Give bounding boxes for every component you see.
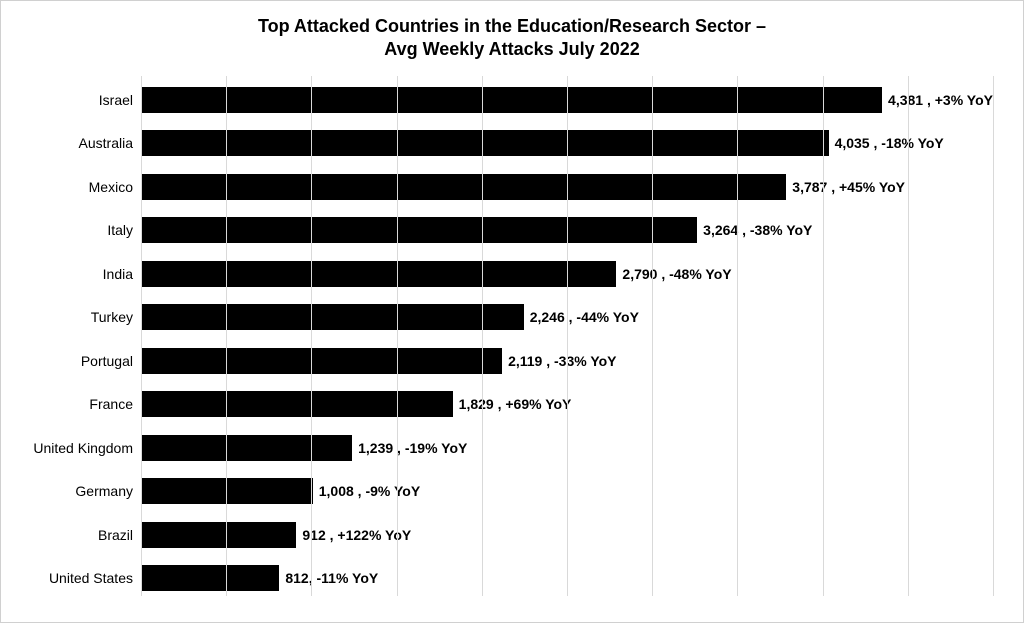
- bar-label: United States: [17, 570, 133, 586]
- bar: [141, 261, 616, 287]
- bar: [141, 522, 296, 548]
- bar-value: 2,119 , -33% YoY: [508, 353, 616, 369]
- bar: [141, 304, 524, 330]
- grid-line: [737, 76, 738, 596]
- bar: [141, 435, 352, 461]
- bar-value: 1,239 , -19% YoY: [358, 440, 467, 456]
- bar-value: 2,790 , -48% YoY: [622, 266, 731, 282]
- bar: [141, 565, 279, 591]
- grid-line: [567, 76, 568, 596]
- bar-value: 3,787 , +45% YoY: [792, 179, 905, 195]
- bar: [141, 130, 829, 156]
- chart-container: Top Attacked Countries in the Education/…: [0, 0, 1024, 623]
- bar-value: 812, -11% YoY: [285, 570, 378, 586]
- bar: [141, 174, 786, 200]
- grid-line: [652, 76, 653, 596]
- bar-label: Mexico: [17, 179, 133, 195]
- bar-label: Israel: [17, 92, 133, 108]
- plot-area: Israel4,381 , +3% YoYAustralia4,035 , -1…: [141, 76, 993, 606]
- bar: [141, 87, 882, 113]
- grid-line: [397, 76, 398, 596]
- bar: [141, 217, 697, 243]
- grid-line: [823, 76, 824, 596]
- bar-label: Turkey: [17, 309, 133, 325]
- bar-label: Australia: [17, 135, 133, 151]
- bar-value: 1,008 , -9% YoY: [319, 483, 420, 499]
- bar-value: 1,829 , +69% YoY: [459, 396, 572, 412]
- bar-value: 912 , +122% YoY: [302, 527, 411, 543]
- bar-label: Germany: [17, 483, 133, 499]
- grid-line: [226, 76, 227, 596]
- bar-label: United Kingdom: [17, 440, 133, 456]
- bar-value: 3,264 , -38% YoY: [703, 222, 812, 238]
- bar-value: 2,246 , -44% YoY: [530, 309, 639, 325]
- chart-title-line2: Avg Weekly Attacks July 2022: [384, 39, 639, 59]
- chart-title: Top Attacked Countries in the Education/…: [21, 15, 1003, 62]
- grid-line: [908, 76, 909, 596]
- bar-value: 4,381 , +3% YoY: [888, 92, 993, 108]
- grid-line: [311, 76, 312, 596]
- bar-label: Brazil: [17, 527, 133, 543]
- bar-label: India: [17, 266, 133, 282]
- bar-label: Italy: [17, 222, 133, 238]
- grid-line: [482, 76, 483, 596]
- chart-title-line1: Top Attacked Countries in the Education/…: [258, 16, 766, 36]
- grid-line: [141, 76, 142, 596]
- grid-line: [993, 76, 994, 596]
- bar-label: France: [17, 396, 133, 412]
- bar: [141, 348, 502, 374]
- bar: [141, 391, 453, 417]
- bar-label: Portugal: [17, 353, 133, 369]
- bar-value: 4,035 , -18% YoY: [835, 135, 944, 151]
